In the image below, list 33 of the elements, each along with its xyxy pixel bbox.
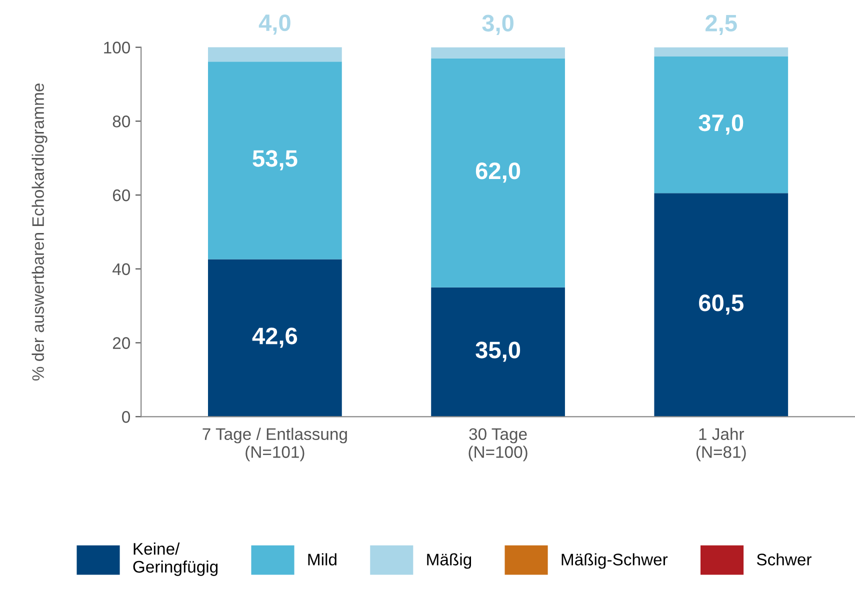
bar (654, 193, 788, 417)
legend-label: Mild (308, 553, 336, 566)
legend-label: Mäßig (427, 553, 472, 569)
y-tick-label: 20 (112, 337, 130, 349)
y-tick-label: 100 (104, 42, 130, 54)
bar (431, 58, 565, 288)
bar (431, 47, 565, 58)
data-label: 42,6 (252, 328, 298, 348)
data-label: 35,0 (476, 342, 520, 362)
data-label: 3,0 (482, 14, 514, 35)
y-tick-label: 40 (112, 263, 130, 276)
data-label: 62,0 (476, 162, 520, 183)
bar (654, 47, 788, 57)
bar (654, 56, 788, 194)
bar (208, 47, 342, 62)
data-label: 4,0 (258, 14, 290, 35)
legend-label: Schwer (756, 553, 812, 566)
legend-label: Mäßig-Schwer (562, 553, 668, 569)
x-tick-label: 30 Tage (N=100) (468, 428, 528, 462)
y-tick-label: 80 (112, 116, 130, 128)
x-tick-label: 1 Jahr (N=81) (696, 428, 746, 462)
y-axis-title: % der auswertbaren Echokardiogramme (32, 84, 48, 381)
bar (208, 62, 342, 260)
data-label: 60,5 (699, 294, 744, 315)
bar (431, 287, 565, 417)
bar (208, 259, 342, 417)
y-tick-label: 0 (122, 411, 130, 423)
legend-label: Keine/ Geringfügig (133, 542, 218, 576)
data-label: 37,0 (698, 114, 744, 135)
data-label: 53,5 (252, 150, 298, 170)
y-tick-label: 60 (112, 189, 130, 202)
data-label: 2,5 (706, 14, 737, 35)
x-tick-label: 7 Tage / Entlassung (N=101) (202, 428, 347, 462)
